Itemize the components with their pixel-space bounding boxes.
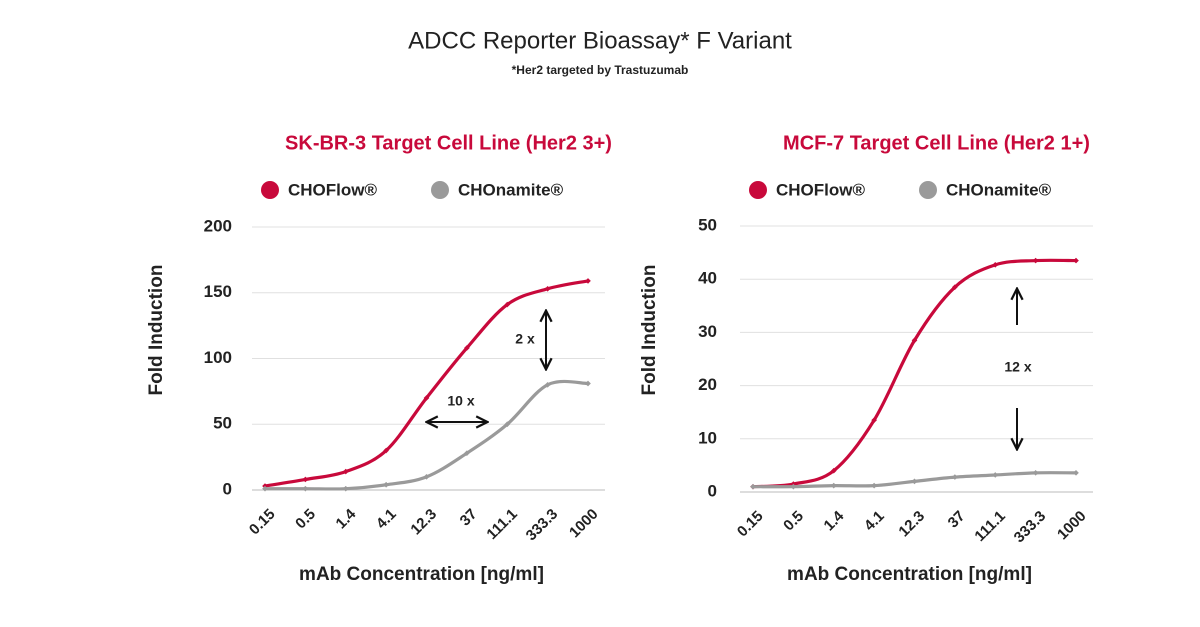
point-marker [871, 482, 877, 489]
series-line [264, 279, 589, 488]
x-tick-label: 0.5 [780, 508, 807, 535]
x-axis-label: mAb Concentration [ng/ml] [299, 564, 544, 585]
point-marker [952, 284, 958, 291]
annotation: 2 x [515, 331, 535, 347]
legend-marker [919, 181, 937, 199]
x-tick-label: 333.3 [523, 506, 562, 545]
point-marker [790, 483, 797, 490]
x-tick-label: 12.3 [895, 508, 928, 541]
x-tick-label: 1.4 [333, 505, 360, 532]
point-marker [830, 482, 837, 489]
x-tick-label: 1000 [1054, 508, 1090, 544]
point-marker [1073, 470, 1079, 476]
point-marker [342, 485, 349, 492]
y-tick-label: 20 [698, 375, 717, 394]
legend-label: CHOnamite® [946, 180, 1052, 199]
x-tick-label: 4.1 [861, 508, 888, 535]
point-marker [911, 337, 918, 344]
point-marker [342, 468, 349, 475]
x-tick-label: 0.15 [734, 508, 767, 541]
x-tick-label: 4.1 [373, 506, 400, 533]
legend-label: CHOFlow® [288, 180, 377, 199]
page-title: ADCC Reporter Bioassay* F Variant [408, 27, 792, 54]
annotation: 12 x [1004, 359, 1031, 375]
point-marker [1073, 257, 1079, 264]
point-marker [871, 417, 877, 424]
point-marker [504, 301, 511, 308]
point-marker [464, 345, 470, 351]
x-tick-label: 37 [945, 508, 969, 532]
point-marker [585, 380, 591, 387]
y-axis-label: Fold Induction [639, 265, 660, 396]
x-tick-label: 111.1 [971, 508, 1008, 545]
y-tick-label: 10 [698, 428, 717, 447]
point-marker [750, 483, 756, 490]
legend-marker [431, 181, 449, 199]
point-marker [423, 474, 430, 480]
x-tick-label: 0.15 [246, 506, 279, 539]
x-tick-label: 1000 [566, 506, 602, 542]
y-tick-label: 150 [204, 282, 232, 301]
x-axis-label: mAb Concentration [ng/ml] [787, 564, 1032, 585]
point-marker [911, 478, 918, 485]
y-tick-label: 0 [223, 479, 232, 498]
x-tick-label: 37 [457, 506, 481, 530]
page-subtitle: *Her2 targeted by Trastuzumab [512, 63, 689, 77]
y-tick-label: 50 [698, 215, 717, 234]
point-marker [952, 474, 958, 480]
chart-title: MCF-7 Target Cell Line (Her2 1+) [783, 132, 1090, 154]
x-tick-label: 111.1 [483, 506, 520, 543]
point-marker [830, 467, 837, 474]
y-axis-label: Fold Induction [146, 265, 167, 396]
legend-label: CHOnamite® [458, 180, 564, 199]
point-marker [302, 476, 309, 483]
y-tick-label: 100 [204, 348, 232, 367]
chart-title: SK-BR-3 Target Cell Line (Her2 3+) [285, 132, 612, 154]
legend-marker [261, 181, 279, 199]
y-tick-label: 0 [708, 481, 717, 500]
x-tick-label: 12.3 [407, 506, 440, 539]
point-marker [302, 485, 309, 492]
point-marker [423, 395, 430, 401]
annotation: 10 x [447, 393, 474, 409]
y-tick-label: 50 [213, 414, 232, 433]
x-tick-label: 333.3 [1011, 508, 1050, 547]
point-marker [383, 481, 389, 488]
x-tick-label: 0.5 [292, 506, 319, 533]
y-tick-label: 40 [698, 269, 717, 288]
point-marker [544, 285, 551, 292]
y-tick-label: 30 [698, 322, 717, 341]
point-marker [262, 485, 268, 492]
x-tick-label: 1.4 [821, 507, 848, 534]
y-tick-label: 200 [204, 216, 232, 235]
legend-marker [749, 181, 767, 199]
legend-label: CHOFlow® [776, 180, 865, 199]
point-marker [1032, 470, 1039, 476]
point-marker [992, 472, 999, 478]
point-marker [504, 421, 511, 428]
point-marker [464, 450, 470, 457]
point-marker [585, 278, 591, 284]
point-marker [383, 447, 389, 454]
point-marker [544, 381, 551, 388]
point-marker [1032, 257, 1039, 264]
point-marker [992, 262, 999, 268]
